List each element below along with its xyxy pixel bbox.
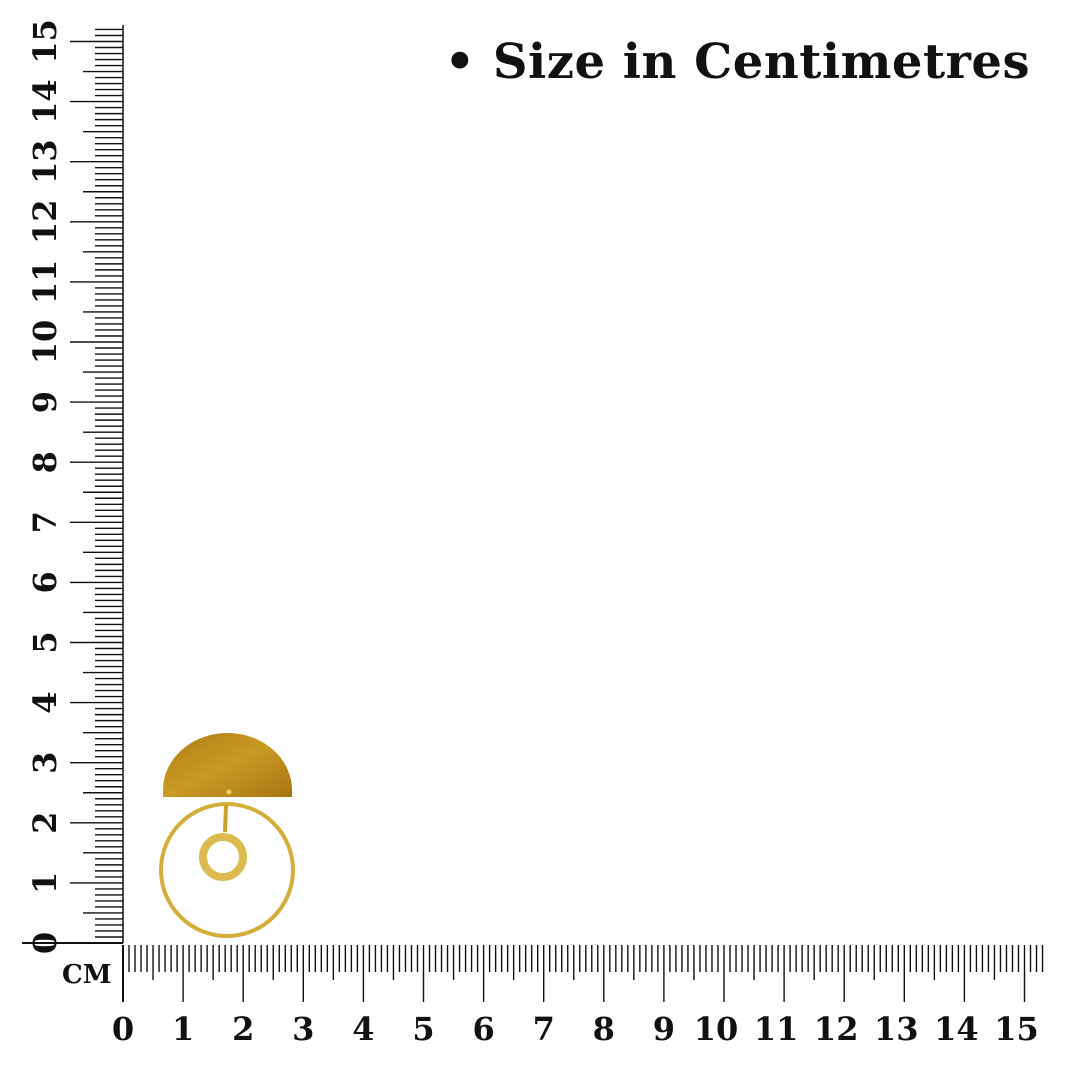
horizontal-ruler-label: 7: [533, 1010, 555, 1048]
horizontal-ruler-label: 11: [754, 1010, 799, 1048]
horizontal-ruler-label: 8: [593, 1010, 615, 1048]
vertical-ruler-label: 2: [26, 812, 64, 834]
vertical-ruler-label: 10: [26, 320, 64, 365]
size-caption: • Size in Centimetres: [444, 34, 1030, 90]
vertical-ruler-label: 3: [26, 752, 64, 774]
vertical-ruler-label: 5: [26, 631, 64, 653]
inner-ring: [199, 833, 247, 881]
horizontal-ruler-label: 1: [172, 1010, 194, 1048]
vertical-ruler-label: 6: [26, 571, 64, 593]
horizontal-ruler-labels: 0 1 2 3 4 5 6 7 8 9 10 11 12 13 14 15: [112, 1010, 1039, 1048]
horizontal-ruler-label: 12: [814, 1010, 859, 1048]
horizontal-ruler-label: 10: [694, 1010, 739, 1048]
vertical-ruler-label: 12: [26, 200, 64, 245]
vertical-ruler: [22, 25, 124, 944]
outer-hoop: [159, 802, 295, 938]
vertical-ruler-label: 1: [26, 872, 64, 894]
horizontal-ruler-label: 4: [352, 1010, 374, 1048]
unit-label: CM: [62, 960, 112, 990]
connector: [223, 804, 228, 833]
horizontal-ruler-label: 14: [934, 1010, 979, 1048]
vertical-ruler-label: 7: [26, 511, 64, 533]
horizontal-ruler-label: 3: [292, 1010, 314, 1048]
vertical-ruler-label: 0: [26, 932, 64, 954]
vertical-ruler-label: 13: [26, 139, 64, 184]
stud-post: [226, 789, 232, 795]
horizontal-ruler-label: 0: [112, 1010, 134, 1048]
horizontal-ruler-label: 13: [874, 1010, 919, 1048]
vertical-ruler-label: 9: [26, 391, 64, 413]
horizontal-ruler-label: 15: [994, 1010, 1039, 1048]
vertical-ruler-label: 15: [26, 19, 64, 64]
horizontal-ruler-label: 5: [412, 1010, 434, 1048]
half-moon-plate: [163, 733, 292, 797]
vertical-ruler-label: 11: [26, 260, 64, 305]
vertical-ruler-label: 8: [26, 451, 64, 473]
horizontal-ruler-label: 6: [472, 1010, 494, 1048]
horizontal-ruler: [122, 945, 1044, 1002]
horizontal-ruler-label: 2: [232, 1010, 254, 1048]
vertical-ruler-label: 4: [26, 691, 64, 713]
vertical-ruler-label: 14: [26, 79, 64, 124]
horizontal-ruler-label: 9: [653, 1010, 675, 1048]
earring-image: [159, 733, 295, 938]
